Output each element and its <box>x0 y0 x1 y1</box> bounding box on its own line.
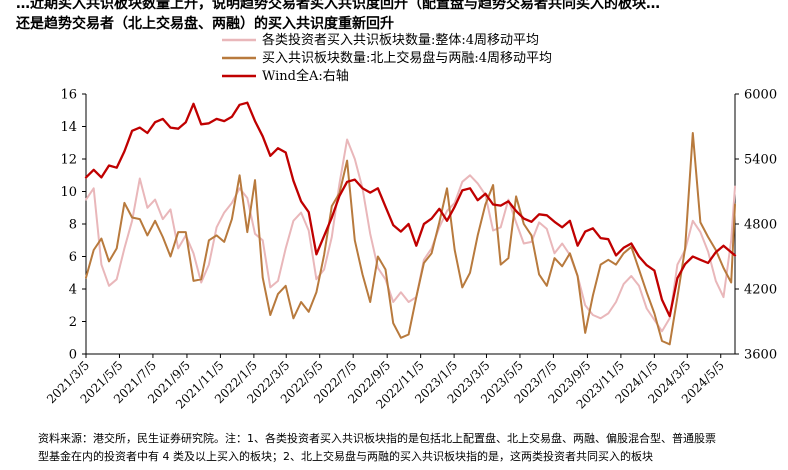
left-tick-label: 16 <box>60 88 77 103</box>
right-tick-label: 5400 <box>744 153 777 168</box>
footnote-line-1: 资料来源：港交所，民生证券研究院。注：1、各类投资者买入共识板块指的是包括北上配… <box>38 432 716 445</box>
right-tick-label: 3600 <box>744 348 777 363</box>
left-tick-label: 10 <box>60 185 77 200</box>
series-line-2 <box>85 132 736 346</box>
footnote-line-2: 型基金在内的投资者中有 4 类及以上买入的板块；2、北上交易盘与两融的买入共识板… <box>38 450 653 463</box>
left-tick-label: 8 <box>69 218 77 233</box>
right-tick-label: 6000 <box>744 88 777 103</box>
chart-axes: 0246810121416360042004800540060002021/3/… <box>44 88 777 412</box>
series-line-3 <box>84 101 737 318</box>
left-tick-label: 0 <box>69 348 77 363</box>
title-line-1: …近期买入共识板块数量上升，说明趋势交易者买入共识度回升（配置盘与趋势交易者共同… <box>16 0 660 12</box>
source-footnote: 资料来源：港交所，民生证券研究院。注：1、各类投资者买入共识板块指的是包括北上配… <box>38 430 786 470</box>
title-line-2: 还是趋势交易者（北上交易盘、两融）的买入共识度重新回升 <box>16 16 394 32</box>
legend-label-2: 买入共识板块数量:北上交易盘与两融:4周移动平均 <box>262 50 552 66</box>
left-tick-label: 14 <box>60 120 77 135</box>
left-tick-label: 12 <box>60 153 77 168</box>
chart-title-block: …近期买入共识板块数量上升，说明趋势交易者买入共识度回升（配置盘与趋势交易者共同… <box>16 0 786 34</box>
chart-legend: 各类投资者买入共识板块数量:整体:4周移动平均买入共识板块数量:北上交易盘与两融… <box>222 32 552 84</box>
right-tick-label: 4800 <box>744 218 777 233</box>
series-line-1 <box>85 138 736 333</box>
legend-label-1: 各类投资者买入共识板块数量:整体:4周移动平均 <box>262 32 539 48</box>
legend-label-3: Wind全A:右轴 <box>262 68 349 84</box>
left-tick-label: 6 <box>69 250 77 265</box>
line-chart: 0246810121416360042004800540060002021/3/… <box>44 32 777 412</box>
right-tick-label: 4200 <box>744 283 777 298</box>
left-tick-label: 4 <box>69 283 77 298</box>
plot-area <box>84 101 737 346</box>
left-tick-label: 2 <box>69 315 77 330</box>
